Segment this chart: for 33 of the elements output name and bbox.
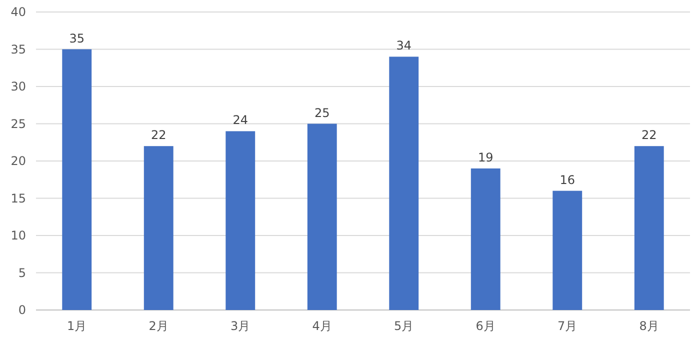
bar bbox=[552, 190, 582, 310]
x-tick-label: 4月 bbox=[312, 319, 332, 333]
y-tick-label: 10 bbox=[10, 228, 26, 243]
bar bbox=[389, 56, 419, 310]
y-tick-label: 20 bbox=[10, 154, 26, 168]
x-tick-label: 2月 bbox=[148, 319, 168, 333]
bar bbox=[226, 131, 256, 310]
x-tick-label: 1月 bbox=[67, 319, 87, 333]
data-label: 34 bbox=[396, 38, 412, 53]
y-tick-label: 15 bbox=[10, 191, 26, 206]
y-tick-label: 40 bbox=[10, 5, 26, 20]
data-label: 19 bbox=[478, 150, 494, 164]
data-label: 25 bbox=[314, 106, 330, 120]
y-tick-label: 25 bbox=[10, 116, 26, 131]
bar bbox=[634, 146, 664, 310]
x-tick-label: 8月 bbox=[639, 319, 659, 333]
x-tick-label: 7月 bbox=[558, 319, 578, 333]
data-label: 22 bbox=[150, 128, 166, 142]
data-label: 24 bbox=[232, 113, 248, 128]
x-tick-label: 3月 bbox=[230, 319, 250, 333]
bar bbox=[62, 49, 92, 310]
y-tick-label: 0 bbox=[18, 303, 26, 318]
data-label: 16 bbox=[560, 172, 576, 187]
y-tick-label: 35 bbox=[10, 42, 26, 56]
bar bbox=[470, 168, 500, 310]
data-label: 22 bbox=[641, 128, 657, 142]
bar bbox=[307, 124, 337, 310]
y-tick-label: 5 bbox=[18, 266, 26, 280]
y-tick-label: 30 bbox=[10, 80, 26, 94]
data-label: 35 bbox=[69, 31, 85, 46]
x-tick-label: 5月 bbox=[394, 319, 414, 333]
bar bbox=[144, 146, 174, 310]
x-tick-label: 6月 bbox=[476, 319, 496, 333]
